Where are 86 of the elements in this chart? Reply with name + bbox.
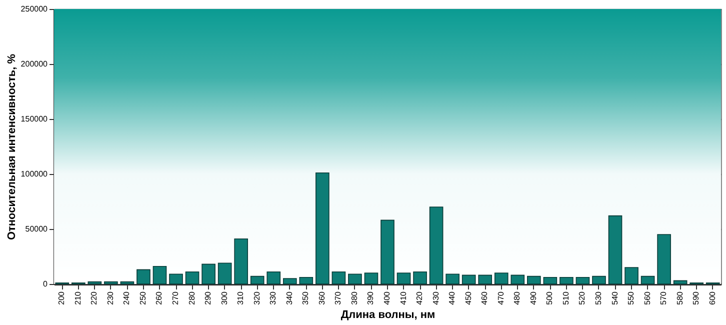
y-tick-label: 0 — [43, 280, 48, 288]
bar — [478, 274, 492, 284]
x-tick-label: 210 — [73, 290, 82, 305]
x-tick-label: 200 — [57, 290, 66, 305]
bar — [185, 272, 200, 284]
bar — [250, 276, 264, 284]
bar — [608, 215, 622, 284]
bar — [527, 276, 541, 284]
bar — [299, 277, 314, 284]
x-tick-label: 480 — [512, 290, 522, 305]
x-tick-label: 530 — [594, 290, 603, 305]
bar — [592, 276, 606, 284]
x-tick-label: 490 — [528, 290, 538, 305]
bar — [673, 280, 688, 284]
x-tick-label: 600 — [708, 290, 717, 305]
bar — [202, 264, 216, 284]
x-tick-label: 250 — [138, 290, 148, 305]
x-tick-label: 450 — [464, 290, 473, 305]
y-axis-title: Относительная интенсивность, % — [6, 54, 18, 240]
bar — [348, 274, 362, 284]
x-tick-label: 270 — [171, 290, 180, 305]
x-tick-label: 300 — [220, 290, 229, 305]
bar — [380, 220, 394, 284]
x-tick-label: 470 — [496, 290, 506, 305]
bar — [88, 281, 102, 284]
x-tick-label: 260 — [154, 290, 164, 305]
bar — [576, 277, 590, 284]
x-tick-label: 340 — [284, 290, 294, 305]
x-tick-label: 540 — [610, 290, 620, 305]
x-tick-label: 330 — [268, 290, 278, 305]
x-tick-label: 280 — [187, 290, 196, 305]
x-tick-label: 460 — [480, 290, 490, 305]
bar — [104, 281, 118, 284]
bar — [120, 281, 134, 284]
bar — [640, 276, 655, 284]
bar — [429, 206, 444, 284]
bar — [510, 274, 525, 284]
bar — [364, 272, 378, 284]
bar — [560, 277, 574, 284]
x-tick-label: 430 — [431, 290, 440, 305]
bar — [332, 272, 346, 284]
x-tick-label: 290 — [204, 290, 213, 305]
y-tick-label: 100000 — [20, 170, 48, 178]
x-tick-label: 580 — [675, 290, 684, 305]
bar — [316, 172, 330, 284]
bar — [169, 274, 183, 284]
bar — [446, 274, 460, 284]
x-tick-label: 220 — [90, 290, 99, 305]
bar — [543, 277, 558, 284]
bar — [413, 272, 427, 284]
x-tick-label: 240 — [122, 290, 132, 305]
x-tick-label: 590 — [692, 290, 701, 305]
y-tick-label: 200000 — [20, 60, 48, 68]
x-tick-label: 230 — [106, 290, 115, 305]
x-tick-label: 350 — [301, 290, 310, 305]
x-tick-label: 390 — [366, 290, 376, 305]
x-tick-label: 380 — [350, 290, 359, 305]
x-tick-label: 560 — [642, 290, 652, 305]
y-tick-label: 150000 — [20, 114, 48, 124]
bar — [136, 269, 150, 284]
bar — [282, 278, 297, 284]
y-tick-label: 50000 — [25, 224, 48, 234]
y-tick-label: 250000 — [20, 4, 48, 14]
bar — [396, 272, 411, 284]
x-tick-label: 520 — [578, 290, 587, 305]
x-tick-label: 510 — [561, 290, 570, 305]
x-tick-label: 410 — [398, 290, 408, 305]
x-tick-label: 550 — [626, 290, 636, 305]
x-tick-label: 420 — [415, 290, 424, 305]
x-tick-label: 400 — [382, 290, 392, 305]
x-tick-label: 570 — [659, 290, 668, 305]
bar — [234, 238, 248, 284]
x-tick-label: 320 — [252, 290, 262, 305]
x-tick-label: 360 — [317, 290, 326, 305]
bar — [657, 234, 671, 284]
bar — [266, 272, 281, 284]
x-axis-title: Длина волны, нм — [340, 308, 436, 321]
bar — [218, 262, 232, 284]
x-tick-label: 370 — [334, 290, 343, 305]
bar — [462, 274, 476, 284]
bar — [624, 267, 638, 284]
bar — [152, 266, 167, 284]
x-tick-label: 440 — [448, 290, 457, 305]
bar — [494, 272, 508, 284]
x-tick-label: 310 — [236, 290, 246, 305]
x-tick-label: 500 — [545, 290, 554, 305]
